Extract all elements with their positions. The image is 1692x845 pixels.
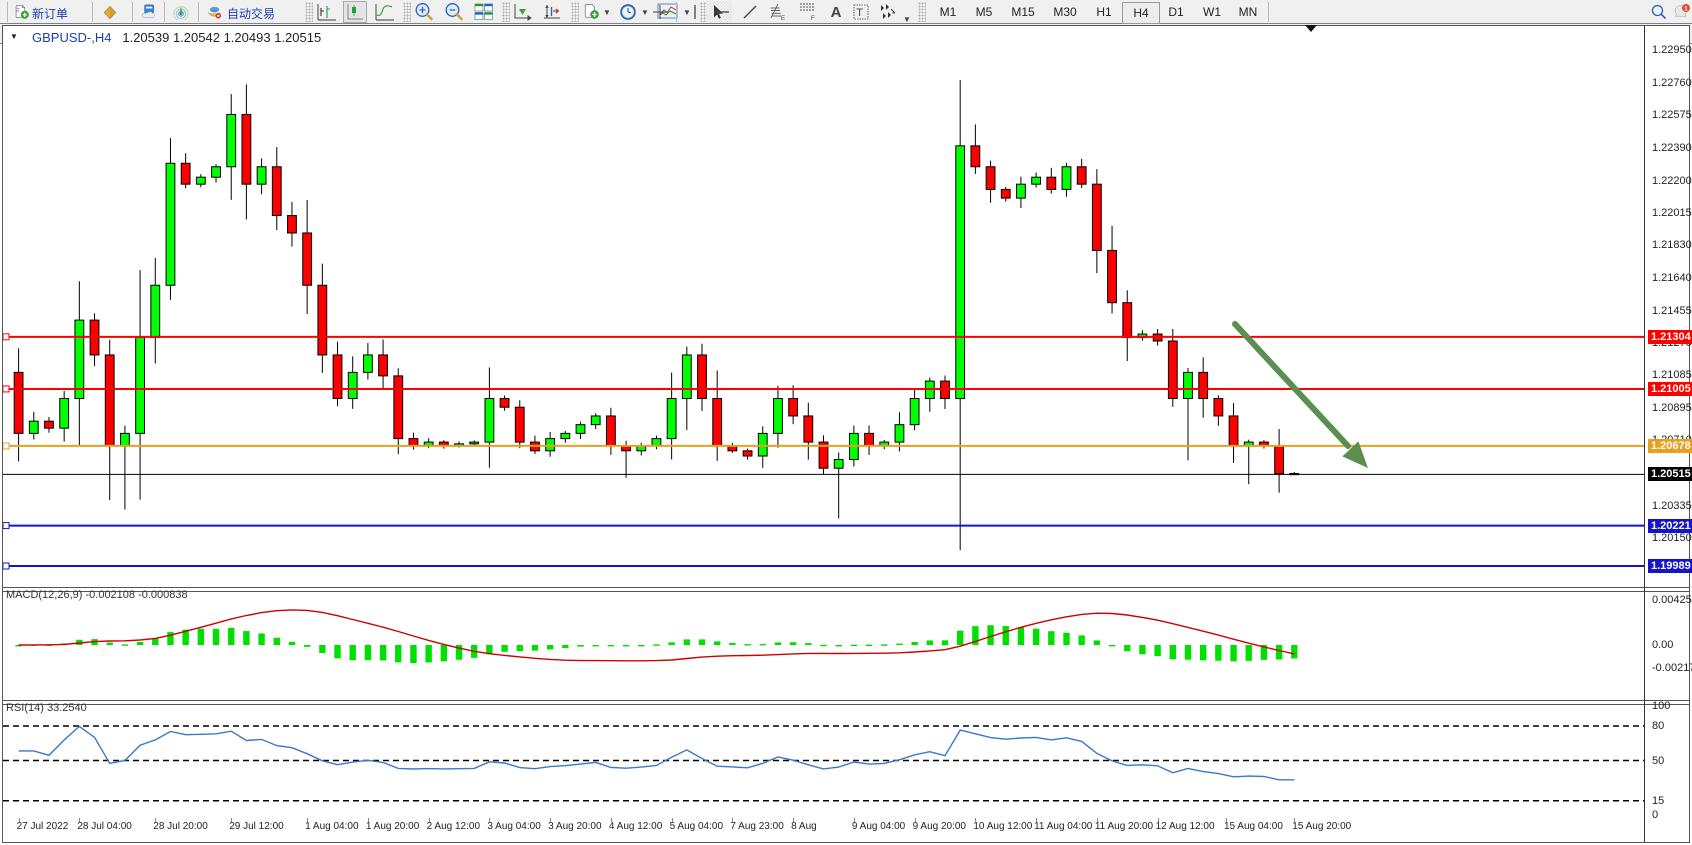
svg-text:E: E [781,16,785,21]
svg-text:F: F [811,16,815,21]
svg-text:T: T [856,7,863,19]
